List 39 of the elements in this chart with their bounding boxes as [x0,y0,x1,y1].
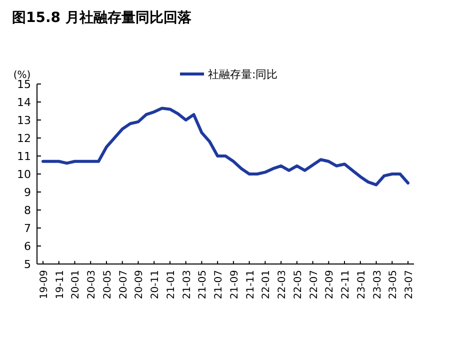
x-tick-label: 21-05 [198,270,209,300]
y-tick-label: 11 [17,150,31,163]
x-tick-label: 21-11 [245,270,256,300]
x-tick-label: 20-01 [70,270,82,300]
x-tick-label: 23-01 [356,270,368,300]
legend-label: 社融存量:同比 [208,68,278,81]
y-tick-label: 6 [24,240,31,253]
x-tick-label: 20-09 [134,270,146,300]
x-tick-label: 23-03 [372,270,384,300]
x-tick-label: 20-07 [118,270,130,300]
y-tick-label: 8 [24,204,31,217]
y-tick-label: 14 [17,96,31,109]
x-tick-label: 23-07 [404,270,415,300]
x-tick-label: 19-11 [54,270,66,300]
x-tick-label: 22-01 [261,270,272,300]
x-tick-label: 21-09 [229,270,240,300]
x-tick-label: 20-03 [86,270,98,300]
chart-title: 图15.8 月社融存量同比回落 [12,10,192,26]
x-tick-label: 22-07 [308,270,320,300]
x-tick-label: 21-07 [214,270,225,300]
y-axis-title: (%) [13,70,31,81]
x-tick-label: 20-11 [150,270,162,300]
x-tick-label: 22-09 [324,270,336,300]
x-tick-label: 21-03 [182,270,193,300]
y-tick-label: 13 [17,114,31,127]
y-tick-label: 5 [24,258,31,271]
y-tick-label: 9 [24,186,31,199]
x-tick-label: 21-01 [166,270,177,300]
x-tick-label: 23-05 [388,270,400,300]
x-tick-label: 20-05 [102,270,114,300]
x-tick-label: 19-09 [39,270,50,300]
y-tick-label: 12 [17,132,31,145]
x-tick-label: 22-11 [340,270,352,300]
y-tick-label: 15 [17,78,31,91]
y-tick-label: 10 [17,168,31,181]
y-tick-label: 7 [24,222,31,235]
x-tick-label: 22-05 [292,270,304,300]
legend: 社融存量:同比 [180,68,278,81]
x-tick-label: 22-03 [277,270,288,300]
